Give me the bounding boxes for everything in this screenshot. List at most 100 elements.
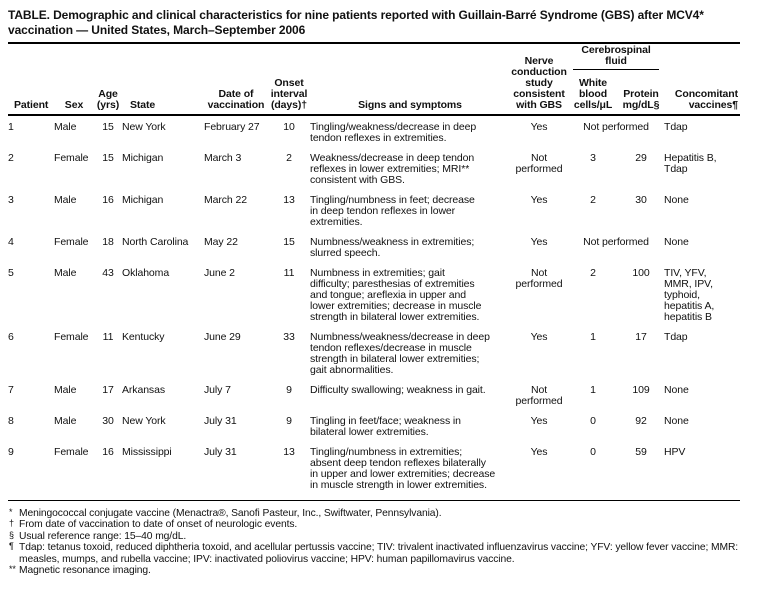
nerve-conduction-cell: Yes bbox=[530, 446, 548, 458]
header-onset-interval: Onset interval (days)† bbox=[270, 77, 308, 111]
signs-symptoms-cell: Difficulty swallowing; weakness in gait. bbox=[310, 384, 486, 396]
csf-protein-cell: 109 bbox=[632, 384, 650, 396]
onset-interval-cell: 2 bbox=[286, 152, 292, 164]
header-age: Age (yrs) bbox=[96, 88, 120, 111]
table-header-row: Patient Sex Age (yrs) State Date of vacc… bbox=[8, 44, 740, 116]
vaccines-cell: Hepatitis B, Tdap bbox=[664, 152, 717, 175]
document-page: TABLE. Demographic and clinical characte… bbox=[8, 8, 740, 576]
onset-interval-cell: 9 bbox=[286, 415, 292, 427]
onset-interval-cell: 13 bbox=[283, 446, 295, 458]
csf-protein-cell: 100 bbox=[632, 267, 650, 279]
footnote: § Usual reference range: 15–40 mg/dL. bbox=[8, 530, 740, 542]
state-cell: Oklahoma bbox=[122, 267, 170, 279]
signs-symptoms-cell: Tingling/numbness in extremities; absent… bbox=[310, 446, 496, 491]
footnote-marker: ** bbox=[9, 564, 16, 575]
state-cell: Mississippi bbox=[122, 446, 172, 458]
state-cell: New York bbox=[122, 415, 166, 427]
sex-cell: Male bbox=[54, 384, 77, 396]
footnote-text: From date of vaccination to date of onse… bbox=[19, 519, 298, 531]
csf-protein-cell: 92 bbox=[635, 415, 647, 427]
state-cell: New York bbox=[122, 121, 166, 133]
sex-cell: Female bbox=[54, 236, 89, 248]
csf-protein-cell: 17 bbox=[635, 331, 647, 343]
nerve-conduction-cell: Not performed bbox=[515, 152, 563, 175]
table-row: 5 Male 43 Oklahoma June 2 11 Numbness in… bbox=[8, 268, 740, 332]
footnote: * Meningococcal conjugate vaccine (Menac… bbox=[8, 507, 740, 519]
patient-cell: 9 bbox=[8, 446, 14, 458]
state-cell: North Carolina bbox=[122, 236, 189, 248]
patient-cell: 7 bbox=[8, 384, 14, 396]
csf-wbc-cell: 0 bbox=[590, 446, 596, 458]
onset-interval-cell: 15 bbox=[283, 236, 295, 248]
csf-group-rule bbox=[573, 69, 659, 70]
nerve-conduction-cell: Yes bbox=[530, 194, 548, 206]
vaccines-cell: None bbox=[664, 194, 689, 206]
footnotes: * Meningococcal conjugate vaccine (Menac… bbox=[8, 501, 740, 576]
nerve-conduction-cell: Yes bbox=[530, 331, 548, 343]
table-row: 6 Female 11 Kentucky June 29 33 Numbness… bbox=[8, 332, 740, 385]
age-cell: 16 bbox=[102, 194, 114, 206]
sex-cell: Male bbox=[54, 267, 77, 279]
csf-not-performed-cell: Not performed bbox=[583, 236, 649, 248]
signs-symptoms-cell: Tingling/weakness/decrease in deep tendo… bbox=[310, 121, 477, 144]
vaccines-cell: Tdap bbox=[664, 331, 688, 343]
vaccination-date-cell: March 3 bbox=[204, 152, 242, 164]
vaccines-cell: None bbox=[664, 384, 689, 396]
sex-cell: Female bbox=[54, 331, 89, 343]
patient-cell: 1 bbox=[8, 121, 14, 133]
signs-symptoms-cell: Numbness in extremities; gait difficulty… bbox=[310, 267, 482, 323]
csf-protein-cell: 59 bbox=[635, 446, 647, 458]
vaccines-cell: None bbox=[664, 415, 689, 427]
age-cell: 16 bbox=[102, 446, 114, 458]
signs-symptoms-cell: Numbness/weakness/decrease in deep tendo… bbox=[310, 331, 490, 376]
age-cell: 15 bbox=[102, 121, 114, 133]
vaccines-cell: TIV, YFV, MMR, IPV, typhoid, hepatitis A… bbox=[664, 267, 715, 323]
table-title: TABLE. Demographic and clinical characte… bbox=[8, 8, 740, 44]
csf-wbc-cell: 2 bbox=[590, 267, 596, 279]
state-cell: Arkansas bbox=[122, 384, 165, 396]
nerve-conduction-cell: Yes bbox=[530, 415, 548, 427]
footnote: ¶ Tdap: tetanus toxoid, reduced diphther… bbox=[8, 541, 740, 565]
footnote-text: Usual reference range: 15–40 mg/dL. bbox=[19, 530, 187, 542]
nerve-conduction-cell: Not performed bbox=[515, 384, 563, 407]
footnote: ** Magnetic resonance imaging. bbox=[8, 564, 740, 577]
vaccination-date-cell: March 22 bbox=[204, 194, 247, 206]
patient-cell: 8 bbox=[8, 415, 14, 427]
footnote-text: Meningococcal conjugate vaccine (Menactr… bbox=[19, 508, 442, 519]
signs-symptoms-cell: Numbness/weakness in extremities; slurre… bbox=[310, 236, 475, 259]
age-cell: 15 bbox=[102, 152, 114, 164]
header-state: State bbox=[130, 99, 156, 111]
signs-symptoms-cell: Weakness/decrease in deep tendon reflexe… bbox=[310, 152, 475, 186]
sex-cell: Female bbox=[54, 152, 89, 164]
patient-cell: 2 bbox=[8, 152, 14, 164]
vaccines-cell: Tdap bbox=[664, 121, 688, 133]
csf-subheaders: White blood cells/μL Protein mg/dL§ bbox=[568, 70, 664, 111]
table-bottom-rule bbox=[8, 500, 740, 501]
sex-cell: Male bbox=[54, 415, 77, 427]
table-row: 1 Male 15 New York February 27 10 Tingli… bbox=[8, 116, 740, 153]
vaccination-date-cell: July 31 bbox=[204, 446, 237, 458]
onset-interval-cell: 33 bbox=[283, 331, 295, 343]
table-row: 4 Female 18 North Carolina May 22 15 Num… bbox=[8, 237, 740, 268]
nerve-conduction-cell: Yes bbox=[530, 236, 548, 248]
header-nerve-conduction: Nerve conduction study consistent with G… bbox=[511, 55, 567, 111]
signs-symptoms-cell: Tingling in feet/face; weakness in bilat… bbox=[310, 415, 461, 438]
vaccination-date-cell: July 7 bbox=[204, 384, 231, 396]
vaccination-date-cell: July 31 bbox=[204, 415, 237, 427]
csf-protein-cell: 30 bbox=[635, 194, 647, 206]
footnote-text: Magnetic resonance imaging. bbox=[19, 565, 151, 577]
footnote-text: Tdap: tetanus toxoid, reduced diphtheria… bbox=[19, 542, 739, 565]
footnote-marker: * bbox=[9, 507, 13, 517]
onset-interval-cell: 9 bbox=[286, 384, 292, 396]
csf-wbc-cell: 1 bbox=[590, 384, 596, 396]
header-group-cerebrospinal-fluid: Cerebrospinal fluid White blood cells/μL… bbox=[568, 45, 664, 111]
header-csf-label: Cerebrospinal fluid bbox=[581, 44, 651, 67]
onset-interval-cell: 11 bbox=[283, 267, 295, 279]
csf-wbc-cell: 0 bbox=[590, 415, 596, 427]
vaccines-cell: None bbox=[664, 236, 689, 248]
age-cell: 30 bbox=[102, 415, 114, 427]
csf-protein-cell: 29 bbox=[635, 152, 647, 164]
state-cell: Michigan bbox=[122, 194, 164, 206]
table-row: 3 Male 16 Michigan March 22 13 Tingling/… bbox=[8, 195, 740, 237]
header-signs-symptoms: Signs and symptoms bbox=[358, 99, 462, 111]
